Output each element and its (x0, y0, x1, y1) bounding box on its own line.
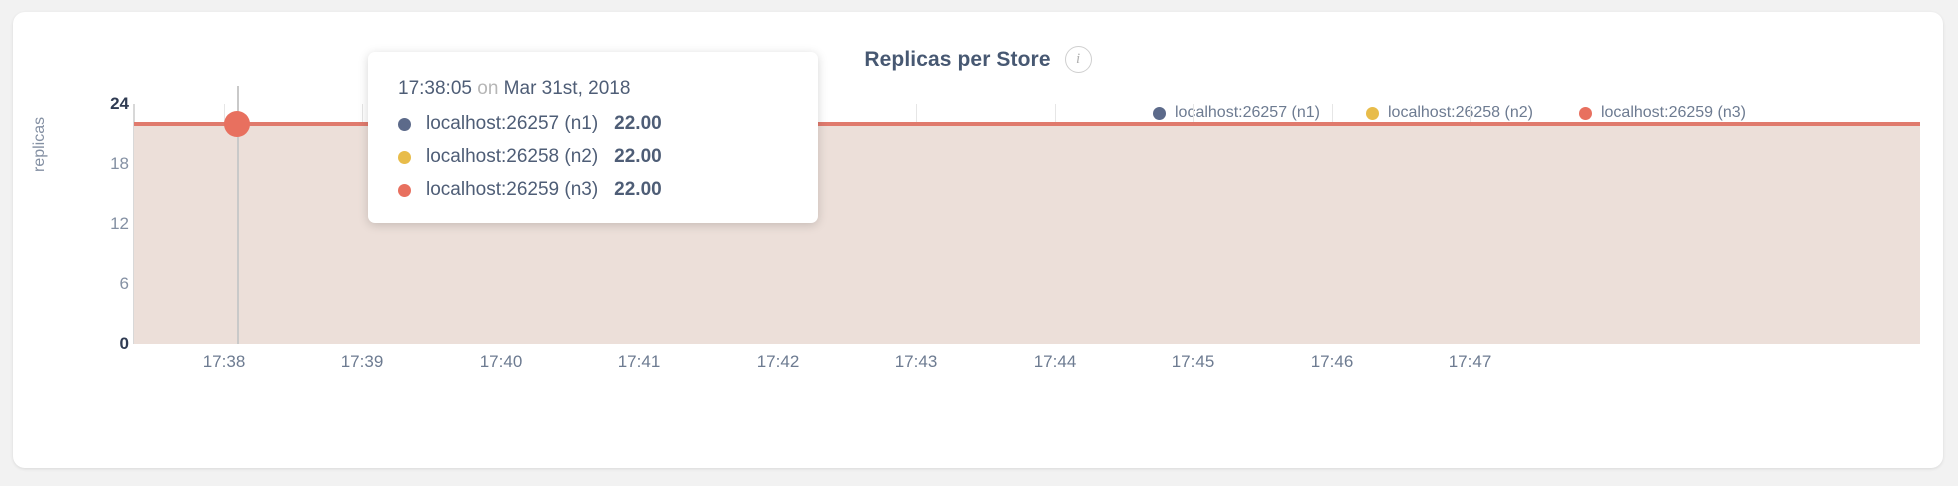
y-tick-18: 18 (110, 154, 129, 173)
y-tick-12: 12 (110, 214, 129, 233)
x-tick-1747: 17:47 (1448, 352, 1492, 371)
y-axis-line (133, 104, 135, 344)
legend-dot-n2 (1365, 106, 1379, 120)
info-icon[interactable]: i (1064, 46, 1092, 73)
legend-dot-n3 (1578, 106, 1592, 120)
tooltip-label-n2: localhost:26258 (n2) (426, 146, 599, 167)
hover-point-marker[interactable] (224, 111, 250, 137)
tooltip-row-n1: localhost:26257 (n1) 22.00 (398, 113, 788, 135)
x-tick-1740: 17:40 (479, 352, 523, 371)
y-tick-6: 6 (119, 274, 129, 293)
chart-card: Replicas per Store i localhost:26257 (n1… (13, 12, 1943, 468)
tooltip-dot-n2 (398, 150, 411, 164)
legend-dot-n1 (1153, 106, 1166, 120)
y-axis-ticks: 24 18 12 6 0 (73, 94, 129, 353)
tooltip-label-n1: localhost:26257 (n1) (426, 113, 599, 134)
tooltip-value-n3: 22.00 (614, 179, 662, 200)
tooltip-dot-n3 (398, 183, 411, 197)
hover-tooltip: 17:38:05 on Mar 31st, 2018 localhost:262… (368, 52, 818, 223)
tooltip-label-n3: localhost:26259 (n3) (426, 179, 599, 200)
legend-label-n3: localhost:26259 (n3) (1600, 104, 1746, 121)
x-tick-1739: 17:39 (340, 352, 384, 371)
tooltip-row-n2: localhost:26258 (n2) 22.00 (398, 146, 788, 168)
x-tick-1746: 17:46 (1310, 352, 1354, 371)
chart-plot[interactable]: replicas 24 18 12 6 0 (13, 12, 1943, 468)
tooltip-value-n2: 22.00 (614, 146, 662, 167)
x-tick-1745: 17:45 (1171, 352, 1215, 371)
x-tick-1743: 17:43 (894, 352, 938, 371)
x-tick-1738: 17:38 (202, 352, 246, 371)
legend-label-n1: localhost:26257 (n1) (1175, 104, 1320, 121)
legend-label-n2: localhost:26258 (n2) (1387, 104, 1533, 121)
tooltip-header: 17:38:05 on Mar 31st, 2018 (398, 78, 788, 100)
tooltip-dot-n1 (398, 117, 411, 131)
legend-item-n3[interactable]: localhost:26259 (n3) (1578, 104, 1746, 122)
hover-crosshair (237, 86, 239, 344)
series-line-n3 (134, 122, 1920, 126)
y-tick-24: 24 (110, 94, 129, 113)
tooltip-row-n3: localhost:26259 (n3) 22.00 (398, 179, 788, 201)
tooltip-value-n1: 22.00 (614, 113, 662, 134)
x-axis-ticks: 17:38 17:39 17:40 17:41 17:42 17:43 17:4… (134, 352, 1920, 382)
chart-legend: localhost:26257 (n1) localhost:26258 (n2… (1153, 104, 1746, 122)
x-tick-1742: 17:42 (756, 352, 800, 371)
legend-item-n1[interactable]: localhost:26257 (n1) (1153, 104, 1320, 122)
tooltip-on-word: on (477, 78, 499, 99)
plot-area[interactable] (133, 86, 1920, 344)
x-tick-1744: 17:44 (1033, 352, 1077, 371)
y-tick-0: 0 (119, 334, 129, 353)
x-tick-1741: 17:41 (617, 352, 661, 371)
legend-item-n2[interactable]: localhost:26258 (n2) (1365, 104, 1533, 122)
y-axis-title: replicas (31, 116, 48, 172)
tooltip-date: Mar 31st, 2018 (503, 78, 631, 99)
tooltip-time: 17:38:05 (398, 78, 472, 99)
